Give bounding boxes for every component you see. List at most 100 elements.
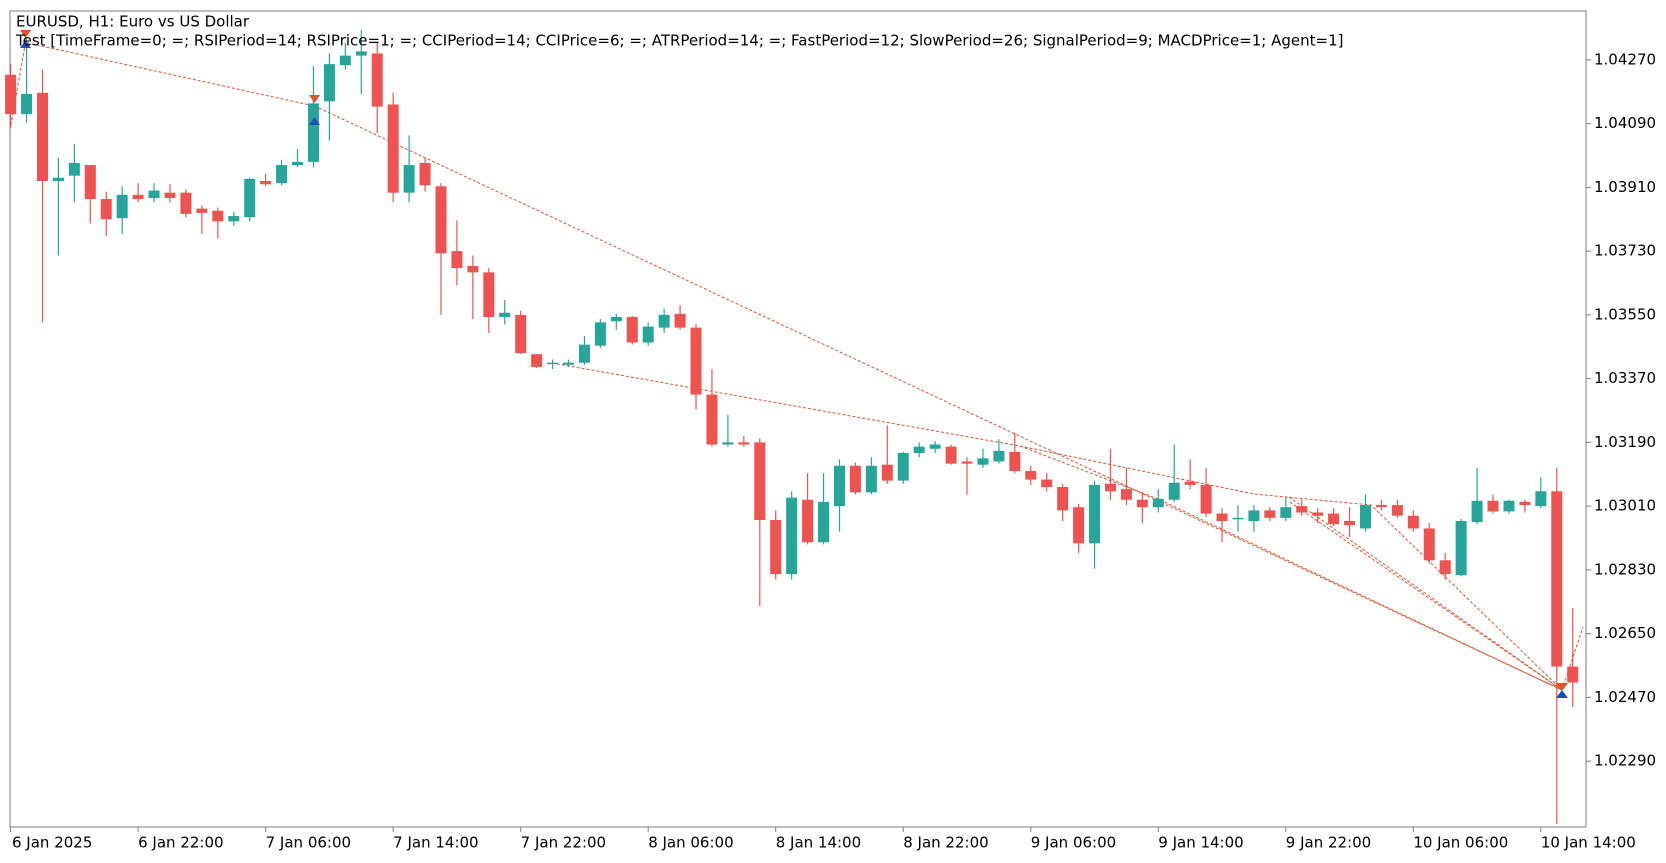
candle-body	[1375, 505, 1387, 508]
x-tick-label: 6 Jan 2025	[12, 834, 92, 852]
candle-body	[21, 93, 33, 115]
candle-body	[196, 208, 208, 213]
candle-body	[467, 266, 479, 273]
candle-body	[52, 177, 64, 181]
candle-body	[387, 104, 399, 193]
candle-body	[164, 192, 176, 198]
candle-body	[1104, 483, 1116, 492]
candle-body	[148, 190, 160, 198]
candle-body	[833, 465, 845, 507]
x-tick-label: 10 Jan 06:00	[1413, 834, 1508, 852]
candle-body	[1280, 507, 1292, 518]
candle-body	[1073, 507, 1085, 544]
candle-body	[212, 210, 224, 222]
x-tick-label: 9 Jan 06:00	[1031, 834, 1116, 852]
candle-body	[1057, 487, 1069, 511]
candle-body	[547, 362, 559, 365]
candle-body	[228, 216, 240, 222]
y-tick-label: 1.03550	[1594, 305, 1656, 323]
candle-body	[1009, 451, 1021, 472]
trade-line	[1288, 496, 1563, 691]
y-tick-label: 1.03190	[1594, 433, 1656, 451]
candle-body	[515, 314, 527, 354]
plot-frame	[9, 10, 1587, 828]
x-tick-label: 10 Jan 14:00	[1541, 834, 1636, 852]
trade-line	[551, 362, 1563, 691]
candle-body	[1136, 499, 1148, 508]
y-tick-label: 1.02650	[1594, 624, 1656, 642]
sell-arrow	[20, 30, 31, 38]
candle-body	[116, 194, 128, 219]
candle-body	[945, 446, 957, 464]
buy-arrow	[20, 40, 31, 48]
candle-body	[371, 53, 383, 107]
candle-body	[578, 344, 590, 363]
candle-body	[1120, 489, 1132, 500]
candle-body	[36, 92, 48, 181]
sell-arrow	[309, 95, 320, 103]
candle-body	[355, 51, 367, 56]
candle-body	[260, 181, 272, 185]
y-tick-label: 1.03010	[1594, 497, 1656, 515]
candle-body	[1041, 479, 1053, 487]
x-tick-label: 7 Jan 06:00	[266, 834, 351, 852]
candle-body	[499, 312, 511, 317]
candle-body	[1487, 500, 1499, 512]
candle-body	[1455, 521, 1467, 576]
trade-arrows	[20, 30, 1568, 698]
y-tick-label: 1.02470	[1594, 688, 1656, 706]
candle-body	[738, 442, 750, 445]
candle-body	[1232, 517, 1244, 520]
trade-line	[1289, 501, 1563, 691]
candle-body	[594, 322, 606, 346]
x-tick-label: 7 Jan 22:00	[521, 834, 606, 852]
candle-body	[132, 194, 144, 200]
y-tick-label: 1.03730	[1594, 242, 1656, 260]
candle-body	[1152, 498, 1164, 508]
y-tick-label: 1.04270	[1594, 50, 1656, 68]
y-tick-label: 1.02830	[1594, 560, 1656, 578]
candle-body	[531, 354, 543, 367]
candle-body	[1248, 510, 1260, 521]
y-tick-label: 1.04090	[1594, 114, 1656, 132]
trade-line	[1561, 626, 1584, 691]
candle-body	[68, 162, 80, 176]
candle-body	[642, 326, 654, 343]
candle-body	[419, 162, 431, 186]
candle-body	[626, 317, 638, 343]
candle-body	[802, 499, 814, 543]
candle-body	[323, 64, 335, 102]
x-tick-label: 9 Jan 22:00	[1286, 834, 1371, 852]
candle-body	[451, 251, 463, 269]
candles	[5, 30, 1579, 824]
candle-body	[722, 442, 734, 445]
candle-body	[786, 497, 798, 575]
candle-body	[1184, 481, 1196, 485]
y-tick-label: 1.03370	[1594, 369, 1656, 387]
buy-arrow	[1556, 690, 1568, 698]
candle-body	[563, 362, 574, 365]
candle-body	[1296, 506, 1308, 513]
candle-body	[770, 519, 782, 575]
candle-body	[1423, 528, 1435, 561]
y-tick-label: 1.02290	[1594, 752, 1656, 770]
candle-body	[658, 314, 670, 328]
candle-body	[5, 74, 17, 115]
trade-line	[314, 105, 1563, 691]
x-tick-label: 8 Jan 22:00	[903, 834, 988, 852]
x-tick-label: 6 Jan 22:00	[138, 834, 223, 852]
candle-body	[1471, 500, 1483, 523]
candle-body	[674, 313, 686, 328]
candle-body	[690, 327, 702, 395]
buy-arrow	[309, 117, 320, 125]
candle-body	[339, 55, 351, 66]
candle-body	[1535, 491, 1547, 507]
candle-body	[1567, 666, 1579, 683]
candle-body	[1407, 515, 1419, 529]
candle-body	[977, 458, 989, 465]
candle-body	[403, 165, 415, 193]
x-tick-label: 7 Jan 14:00	[393, 834, 478, 852]
candle-body	[1344, 521, 1356, 526]
candle-body	[897, 453, 909, 481]
